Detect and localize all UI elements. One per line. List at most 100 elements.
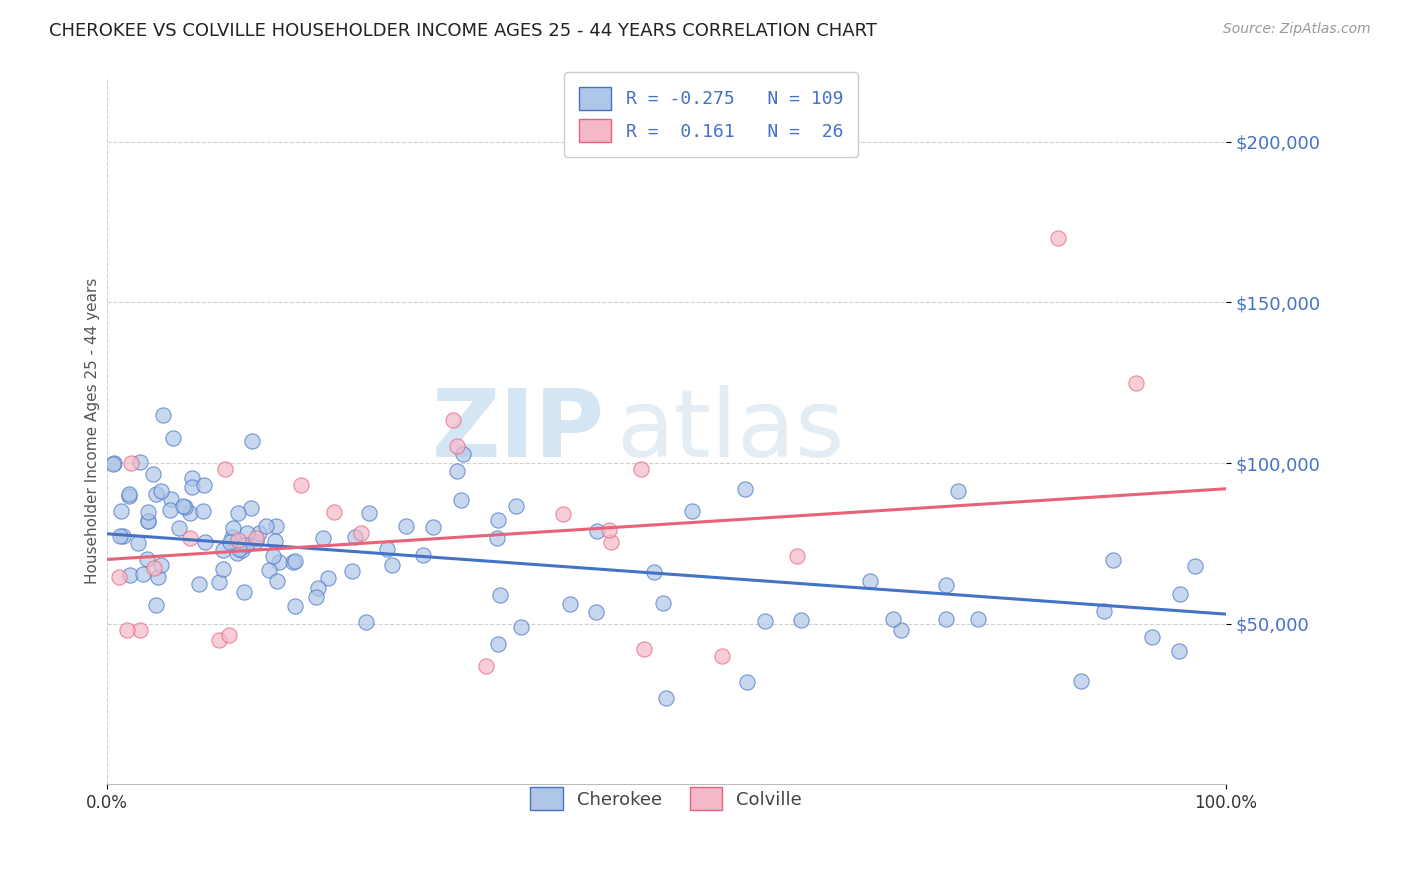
Point [711, 648, 734, 663]
Point [179, 531, 201, 545]
Point [233, 585, 256, 599]
Text: atlas: atlas [616, 385, 844, 477]
Point [381, 558, 404, 572]
Point [1125, 376, 1147, 390]
Point [180, 480, 202, 494]
Point [136, 514, 159, 528]
Point [150, 558, 173, 572]
Point [585, 605, 607, 619]
Point [120, 456, 142, 470]
Point [128, 455, 150, 469]
Point [179, 507, 201, 521]
Point [290, 478, 312, 492]
Point [103, 457, 125, 471]
Point [214, 461, 236, 475]
Point [450, 492, 472, 507]
Y-axis label: Householder Income Ages 25 - 44 years: Householder Income Ages 25 - 44 years [86, 277, 100, 584]
Point [754, 614, 776, 628]
Point [226, 506, 249, 520]
Point [159, 491, 181, 506]
Point [935, 612, 957, 626]
Point [1102, 553, 1125, 567]
Point [305, 590, 328, 604]
Point [162, 431, 184, 445]
Point [117, 623, 139, 637]
Point [1168, 587, 1191, 601]
Point [191, 503, 214, 517]
Point [359, 507, 381, 521]
Point [422, 520, 444, 534]
Point [194, 534, 217, 549]
Point [344, 530, 367, 544]
Point [486, 637, 509, 651]
Point [222, 521, 245, 535]
Point [349, 525, 371, 540]
Point [257, 563, 280, 577]
Point [103, 456, 125, 470]
Point [485, 531, 508, 545]
Point [734, 482, 756, 496]
Point [1184, 559, 1206, 574]
Point [266, 574, 288, 588]
Point [159, 502, 181, 516]
Point [254, 519, 277, 533]
Point [1069, 673, 1091, 688]
Point [323, 505, 346, 519]
Point [283, 599, 305, 613]
Point [135, 552, 157, 566]
Point [890, 623, 912, 637]
Point [150, 483, 173, 498]
Point [735, 675, 758, 690]
Point [441, 413, 464, 427]
Point [1140, 630, 1163, 644]
Text: Source: ZipAtlas.com: Source: ZipAtlas.com [1223, 22, 1371, 37]
Point [505, 500, 527, 514]
Point [143, 561, 166, 575]
Point [235, 538, 257, 552]
Point [193, 478, 215, 492]
Point [236, 525, 259, 540]
Point [1046, 231, 1069, 245]
Point [207, 632, 229, 647]
Point [145, 598, 167, 612]
Point [859, 574, 882, 589]
Point [488, 588, 510, 602]
Legend: Cherokee, Colville: Cherokee, Colville [516, 772, 817, 825]
Text: ZIP: ZIP [432, 385, 605, 477]
Point [262, 549, 284, 563]
Point [307, 582, 329, 596]
Point [281, 555, 304, 569]
Point [127, 536, 149, 550]
Point [174, 500, 197, 514]
Point [935, 578, 957, 592]
Point [446, 464, 468, 478]
Point [267, 555, 290, 569]
Point [112, 528, 135, 542]
Point [129, 623, 152, 637]
Point [226, 546, 249, 560]
Point [340, 564, 363, 578]
Point [132, 566, 155, 581]
Point [264, 519, 287, 533]
Point [652, 596, 675, 610]
Point [655, 690, 678, 705]
Point [145, 487, 167, 501]
Point [118, 487, 141, 501]
Point [221, 530, 243, 544]
Point [395, 518, 418, 533]
Point [118, 568, 141, 582]
Point [142, 467, 165, 482]
Point [354, 615, 377, 630]
Point [263, 534, 285, 549]
Point [630, 461, 652, 475]
Point [284, 554, 307, 568]
Point [510, 620, 533, 634]
Point [551, 507, 574, 521]
Point [228, 541, 250, 556]
Point [451, 447, 474, 461]
Point [172, 499, 194, 513]
Text: CHEROKEE VS COLVILLE HOUSEHOLDER INCOME AGES 25 - 44 YEARS CORRELATION CHART: CHEROKEE VS COLVILLE HOUSEHOLDER INCOME … [49, 22, 877, 40]
Point [146, 570, 169, 584]
Point [633, 642, 655, 657]
Point [446, 439, 468, 453]
